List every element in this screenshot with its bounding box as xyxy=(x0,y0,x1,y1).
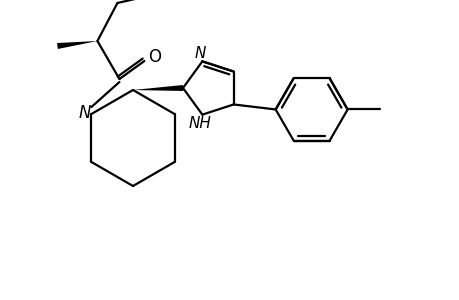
Text: O: O xyxy=(148,48,161,66)
Text: N: N xyxy=(78,104,90,122)
Polygon shape xyxy=(57,41,97,49)
Polygon shape xyxy=(133,85,183,91)
Text: NH: NH xyxy=(189,116,211,131)
Text: N: N xyxy=(194,46,206,61)
